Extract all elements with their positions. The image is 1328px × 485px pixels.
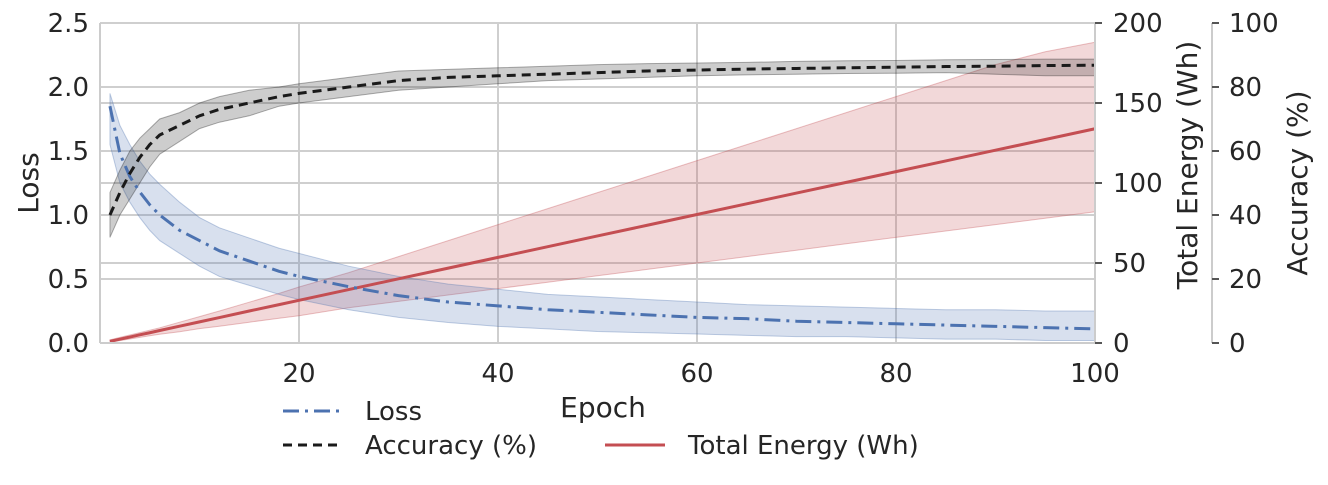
accuracy-tick-label: 100 xyxy=(1229,9,1279,39)
accuracy-tick-label: 0 xyxy=(1229,329,1246,359)
legend-accuracy-label: Accuracy (%) xyxy=(365,431,537,461)
legend: Loss Accuracy (%) Total Energy (Wh) xyxy=(283,397,919,461)
energy-tick-label: 200 xyxy=(1113,9,1163,39)
loss-line xyxy=(108,105,1096,331)
accuracy-tick-label: 40 xyxy=(1229,201,1262,231)
loss-tick-label: 2.5 xyxy=(48,9,89,39)
legend-loss-label: Loss xyxy=(365,397,422,427)
loss-axis-label: Loss xyxy=(12,152,45,213)
accuracy-tick-label: 80 xyxy=(1229,73,1262,103)
accuracy-line xyxy=(108,63,1096,216)
loss-tick-label: 0.0 xyxy=(48,329,89,359)
x-tick-label: 40 xyxy=(481,359,514,389)
energy-tick-label: 0 xyxy=(1113,329,1130,359)
accuracy-tick-label: 20 xyxy=(1229,265,1262,295)
energy-tick-label: 100 xyxy=(1113,169,1163,199)
x-tick-label: 20 xyxy=(282,359,315,389)
energy-axis-label: Total Energy (Wh) xyxy=(1171,41,1204,291)
energy-tick-label: 150 xyxy=(1113,89,1163,119)
axes: 20 40 60 80 100 0.0 0.5 1.0 1.5 2.0 2.5 0 50 100 150 20… xyxy=(48,9,1279,389)
loss-tick-label: 1.5 xyxy=(48,137,89,167)
total-energy-wh-line xyxy=(109,127,1096,343)
series-lines xyxy=(108,63,1096,343)
x-tick-label: 60 xyxy=(680,359,713,389)
loss-tick-label: 2.0 xyxy=(48,73,89,103)
x-tick-label: 80 xyxy=(879,359,912,389)
energy-tick-label: 50 xyxy=(1113,249,1146,279)
accuracy-tick-label: 60 xyxy=(1229,137,1262,167)
x-tick-label: 100 xyxy=(1070,359,1120,389)
legend-energy-label: Total Energy (Wh) xyxy=(687,431,919,461)
loss-tick-label: 1.0 xyxy=(48,201,89,231)
loss-tick-label: 0.5 xyxy=(48,265,89,295)
x-axis-label: Epoch xyxy=(560,391,646,424)
accuracy-axis-label: Accuracy (%) xyxy=(1281,90,1314,275)
